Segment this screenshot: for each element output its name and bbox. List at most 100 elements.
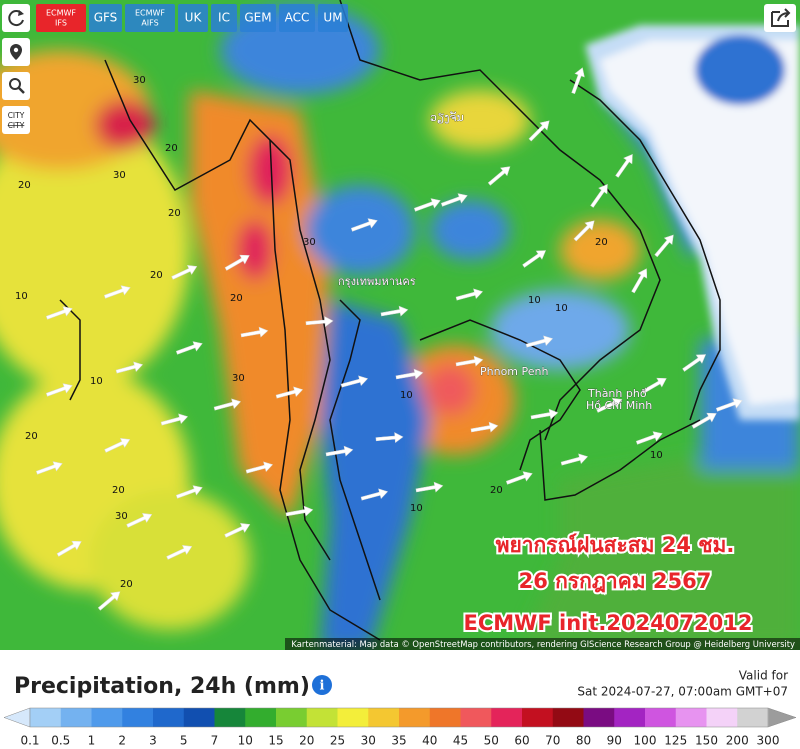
model-button[interactable] [279,4,315,32]
legend-swatch [460,708,492,727]
zoom-icon [9,78,21,90]
contour-label: 20 [165,143,178,154]
model-button[interactable] [211,4,237,32]
model-button-label: UK [185,11,203,25]
contour-label: 10 [400,390,413,401]
wind-arrow [285,505,314,517]
place-label: ວຽງຈັນ [430,111,464,124]
legend-panel [0,650,800,749]
legend-label: 0.5 [51,734,70,748]
contour-label: 20 [25,431,38,442]
model-button[interactable] [89,4,122,32]
city-label: CITY [8,111,25,120]
legend-label: 15 [268,734,283,748]
model-button[interactable] [125,4,175,32]
model-button[interactable] [36,4,86,32]
wind-arrow [45,306,73,320]
contour-label: 30 [115,511,128,522]
legend-label: 1 [88,734,96,748]
city-button[interactable] [2,106,30,134]
legend-swatch [122,708,154,727]
contour-label: 20 [120,579,133,590]
wind-arrow [691,412,717,429]
contour-label: 20 [18,180,31,191]
contour-label: 20 [490,485,503,496]
contour-label: 20 [168,208,181,219]
valid-time: Sat 2024-07-27, 07:00am GMT+07 [577,685,788,699]
attribution: Kartenmaterial: Map data © OpenStreetMap… [291,639,795,649]
contour-label: 10 [528,295,541,306]
legend-swatch [91,708,123,727]
legend-swatch [306,708,338,727]
share-icon [777,8,791,22]
wind-arrow [455,355,484,367]
legend-swatch [153,708,185,727]
wind-arrow [530,408,559,420]
model-button-label: GEM [244,11,271,25]
refresh-button[interactable] [2,4,30,32]
wind-arrow [360,488,389,501]
legend-swatch [491,708,523,727]
wind-arrow [455,288,484,301]
contour-label: 20 [230,293,243,304]
wind-arrow [56,540,82,557]
overlay-line: ECMWF init.2024072012 [464,611,753,635]
wind-arrow [560,453,589,466]
valid-label: Valid for [739,669,788,683]
legend-swatch [645,708,677,727]
wind-arrow [682,354,707,372]
wind-arrow [522,250,547,268]
wind-arrow [160,413,189,426]
legend-label: 80 [576,734,591,748]
contour-label: 10 [555,303,568,314]
overlay-line: 26 กรกฎาคม 2567 [519,569,712,593]
wind-arrow [325,445,354,457]
legend-label: 3 [149,734,157,748]
wind-arrows [35,67,743,611]
legend-swatch [183,708,215,727]
wind-arrow [470,421,499,433]
wind-arrow [375,432,404,444]
contour-label: 30 [133,75,146,86]
wind-arrow [240,326,269,338]
legend-label: 50 [484,734,499,748]
legend-swatch [522,708,554,727]
info-button[interactable] [312,675,332,695]
wind-arrow [126,513,153,528]
map: 30 20 20 30 20 10 30 20 20 10 30 20 10 20 10 20 20 10 20 10… [0,0,800,650]
legend-swatch [737,708,769,727]
wind-arrow [641,377,667,394]
model-button[interactable] [178,4,208,32]
refresh-icon [8,10,24,27]
wind-arrow [245,461,274,474]
legend-swatch [368,708,400,727]
contour-label: 30 [303,237,316,248]
legend-label: 25 [330,734,345,748]
legend-label: 30 [361,734,376,748]
model-button-label: AIFS [141,19,158,28]
contour-label: 10 [15,291,28,302]
legend-swatch [337,708,369,727]
refresh-icon [18,10,24,16]
legend-swatch [30,708,62,727]
wind-arrow [573,220,595,242]
contour-label: 20 [595,237,608,248]
wind-arrow [440,193,468,207]
model-button[interactable] [240,4,276,32]
contour-label: 30 [232,373,245,384]
legend-label: 90 [607,734,622,748]
model-button[interactable] [318,4,348,32]
legend-swatch [706,708,738,727]
wind-arrow [528,120,550,142]
wind-arrow [103,285,131,299]
zoom-button[interactable] [2,72,30,100]
legend-label: 70 [545,734,560,748]
share-icon [771,11,789,27]
legend-label: 10 [238,734,253,748]
wind-arrow [571,67,585,95]
place-label: กรุงเทพมหานคร [338,275,416,288]
legend-swatch [675,708,707,727]
